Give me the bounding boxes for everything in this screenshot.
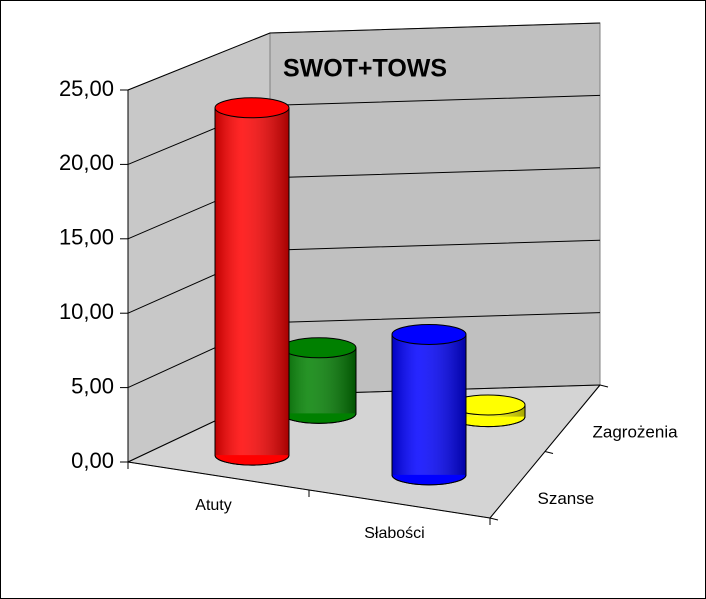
y-tick-label: 25,00 bbox=[59, 76, 114, 101]
depth-tick bbox=[489, 517, 499, 521]
x-tick-label: Słabości bbox=[364, 525, 424, 542]
grid-line bbox=[127, 22, 601, 91]
bar-shade bbox=[282, 347, 356, 414]
cylinder bbox=[281, 337, 357, 424]
depth-label: Zagrożenia bbox=[593, 423, 679, 442]
y-tick-label: 10,00 bbox=[59, 299, 114, 324]
y-tick-label: 20,00 bbox=[59, 150, 114, 175]
y-tick-label: 0,00 bbox=[71, 448, 114, 473]
cylinder-top bbox=[281, 337, 357, 359]
bar-shade bbox=[392, 334, 466, 475]
depth-tick bbox=[599, 384, 609, 388]
y-tick-label: 5,00 bbox=[71, 373, 114, 398]
y-tick-label: 15,00 bbox=[59, 225, 114, 250]
chart-title: SWOT+TOWS bbox=[283, 55, 447, 83]
bar-shade bbox=[215, 107, 289, 456]
depth-label: Szanse bbox=[538, 489, 595, 508]
depth-tick bbox=[544, 451, 554, 454]
bar-outline bbox=[391, 334, 467, 486]
cylinder bbox=[214, 97, 290, 466]
cylinder-top bbox=[214, 97, 290, 119]
plot-area: 0,00 5,00 10,00 15,00 20,00 25,00 Atuty Słabośc… bbox=[59, 22, 679, 542]
bar-outline bbox=[214, 107, 290, 466]
cylinder-top bbox=[391, 323, 467, 345]
cylinder bbox=[391, 323, 467, 486]
x-tick-label: Atuty bbox=[195, 497, 231, 514]
